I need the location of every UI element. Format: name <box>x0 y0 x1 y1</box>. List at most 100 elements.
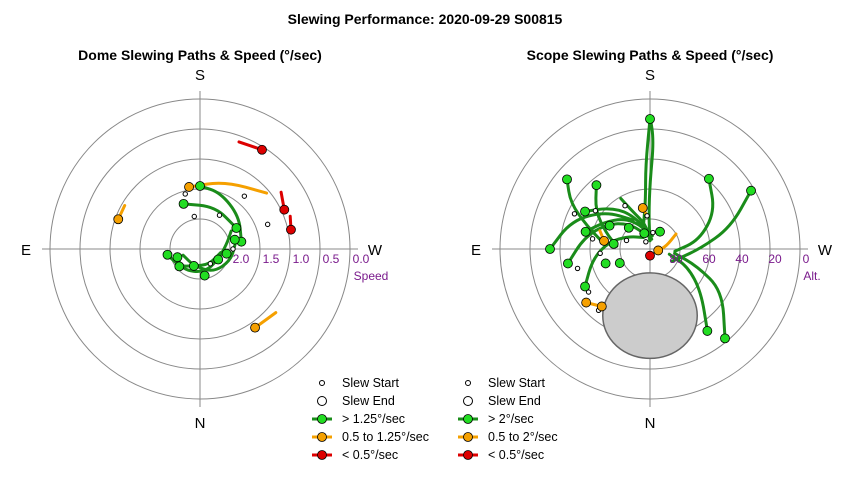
slew-end-point-green <box>221 248 232 259</box>
legend-item-slew-start: Slew Start <box>465 376 545 390</box>
slew-start-point <box>644 213 650 219</box>
dome-slewing-panel: Dome Slewing Paths & Speed (°/sec) S N E… <box>21 47 429 462</box>
dome-radial-tick: 1.5 <box>263 252 280 266</box>
dome-radial-tick: 0.5 <box>323 252 340 266</box>
dome-slew-markers <box>113 144 296 333</box>
dome-dir-top: S <box>195 67 205 84</box>
legend-label: Slew Start <box>342 376 399 390</box>
legend-item-orange: 0.5 to 2°/sec <box>458 430 558 444</box>
legend-item-red: < 0.5°/sec <box>458 448 544 462</box>
slew-end-point-green <box>174 261 185 272</box>
slew-start-point <box>207 261 214 267</box>
slew-path-green <box>548 212 635 251</box>
scope-radial-tick: 20 <box>768 252 782 266</box>
scope-keepout-zone <box>602 272 698 360</box>
scope-radial-tick: 60 <box>702 252 716 266</box>
slew-path-red <box>288 214 293 232</box>
dome-legend: Slew Start Slew End > 1.25°/sec 0.5 to 1… <box>312 376 429 462</box>
slew-start-point <box>241 193 248 199</box>
scope-radial-axis-label: Alt. <box>803 269 820 283</box>
slew-end-point-green <box>746 185 756 196</box>
slew-end-point-orange <box>596 301 607 312</box>
slew-end-point-green <box>600 258 611 269</box>
slew-start-point <box>574 265 581 272</box>
legend-label: > 2°/sec <box>488 412 534 426</box>
slew-end-point-green <box>172 252 183 263</box>
slew-path-green <box>667 252 709 333</box>
slew-end-point-red <box>645 250 655 261</box>
slew-end-point-green <box>178 198 189 209</box>
scope-dir-left: E <box>471 242 481 259</box>
slew-end-point-green <box>545 244 555 254</box>
slew-path-orange <box>656 232 678 252</box>
scope-panel-title: Scope Slewing Paths & Speed (°/sec) <box>527 47 774 63</box>
slew-end-point-green <box>580 281 590 292</box>
slew-end-point-green <box>623 222 634 233</box>
slew-start-point <box>592 208 599 214</box>
slew-end-point-green <box>704 173 714 184</box>
legend-label: > 1.25°/sec <box>342 412 405 426</box>
slew-end-point-green <box>562 174 572 185</box>
slew-start-point <box>623 237 630 244</box>
slew-end-point-orange <box>581 297 592 308</box>
slew-end-point-orange <box>599 235 609 246</box>
dome-panel-title: Dome Slewing Paths & Speed (°/sec) <box>78 47 322 63</box>
slew-path-red <box>237 140 264 152</box>
slew-path-orange <box>116 204 127 221</box>
slew-start-point <box>643 239 649 245</box>
slew-end-point-green <box>213 254 224 265</box>
slew-path-green <box>673 251 727 340</box>
slew-end-point-red <box>279 204 290 215</box>
dome-radial-tick: 1.0 <box>293 252 310 266</box>
slew-path-green <box>642 117 652 227</box>
slew-end-point-green <box>188 261 199 271</box>
legend-item-slew-end: Slew End <box>317 394 395 408</box>
figure-title: Slewing Performance: 2020-09-29 S00815 <box>288 11 563 27</box>
scope-dir-right: W <box>818 242 833 259</box>
slew-end-point-green <box>229 234 240 245</box>
scope-slewing-panel: Scope Slewing Paths & Speed (°/sec) S N … <box>458 47 833 462</box>
slew-start-point <box>230 246 236 252</box>
slew-end-point-green <box>604 220 615 231</box>
scope-dir-bottom: N <box>645 415 656 432</box>
slew-path-green <box>583 235 645 288</box>
slew-end-point-green <box>655 226 665 237</box>
legend-item-green: > 1.25°/sec <box>312 412 405 426</box>
slew-end-point-green <box>720 333 730 344</box>
dome-radial-ticks: 2.0 1.5 1.0 0.5 0.0 Speed <box>233 252 389 283</box>
legend-label: Slew End <box>342 394 395 408</box>
slew-start-point <box>622 202 628 209</box>
slew-start-point <box>182 191 188 197</box>
dome-radial-axis-label: Speed <box>354 269 389 283</box>
slew-start-point <box>589 236 596 242</box>
slew-path-green <box>673 177 715 253</box>
slew-end-point-red <box>257 144 267 155</box>
dome-dir-left: E <box>21 242 31 259</box>
legend-label: < 0.5°/sec <box>342 448 398 462</box>
legend-item-orange: 0.5 to 1.25°/sec <box>312 430 429 444</box>
slew-end-point-green <box>614 258 625 268</box>
legend-label: Slew End <box>488 394 541 408</box>
slew-path-green <box>583 207 654 238</box>
slew-end-point-orange <box>637 203 648 213</box>
dome-dir-bottom: N <box>195 415 206 432</box>
slew-end-point-green <box>580 226 591 237</box>
legend-item-red: < 0.5°/sec <box>312 448 398 462</box>
legend-label: < 0.5°/sec <box>488 448 544 462</box>
slew-start-point <box>264 221 271 228</box>
slew-path-green <box>670 189 753 263</box>
dome-radial-tick: 2.0 <box>233 252 250 266</box>
slew-start-point <box>216 212 223 218</box>
slew-end-point-green <box>199 270 210 281</box>
slew-end-point-green <box>639 228 650 239</box>
slew-path-green <box>182 202 238 230</box>
scope-legend: Slew Start Slew End > 2°/sec 0.5 to 2°/s… <box>458 376 558 462</box>
slew-path-orange <box>253 311 278 330</box>
scope-radial-tick: 40 <box>735 252 749 266</box>
slew-end-point-green <box>608 238 619 249</box>
dome-dir-right: W <box>368 242 383 259</box>
slew-end-point-green <box>162 249 173 260</box>
legend-item-green: > 2°/sec <box>458 412 534 426</box>
slew-end-point-green <box>563 258 573 269</box>
